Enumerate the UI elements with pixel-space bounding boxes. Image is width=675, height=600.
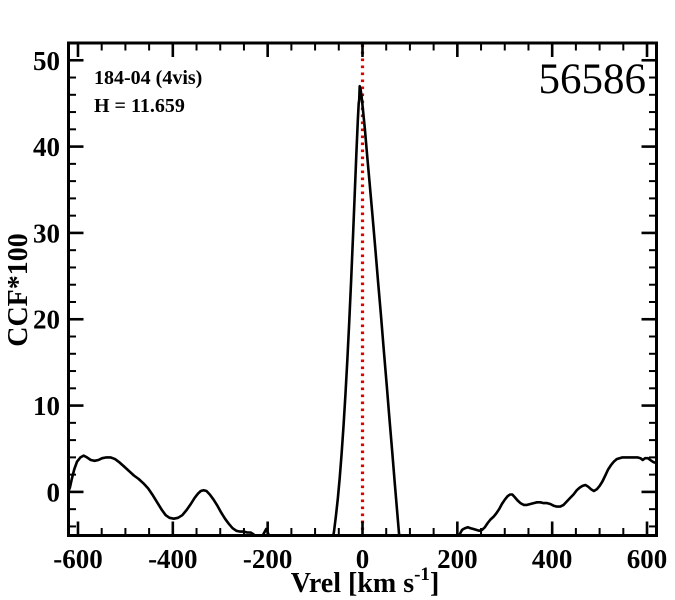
y-tick-label: 0 (47, 477, 61, 507)
x-axis-label: Vrel [km s-1] (291, 564, 440, 599)
ccf-curve (68, 84, 657, 536)
x-tick-label: -200 (243, 544, 293, 574)
y-tick-label: 20 (33, 305, 60, 335)
mjd-annotation: 56586 (539, 56, 647, 103)
x-tick-label: 200 (437, 544, 478, 574)
x-axis-label-superscript: -1 (414, 564, 430, 585)
y-tick-label: 50 (33, 46, 60, 76)
x-tick-label: 0 (356, 544, 370, 574)
y-axis-label: CCF*100 (3, 233, 34, 347)
y-tick-label: 40 (33, 132, 60, 162)
y-tick-labels: 0 10 20 30 40 50 (33, 46, 60, 508)
x-tick-label: -600 (53, 544, 103, 574)
x-axis-label-text: Vrel [km s (291, 568, 414, 599)
x-axis-label-bracket: ] (430, 568, 439, 599)
target-id-annotation: 184-04 (4vis) (94, 67, 202, 89)
plot-frame (67, 41, 658, 537)
y-tick-label: 30 (33, 218, 60, 248)
y-tick-label: 10 (33, 391, 60, 421)
h-magnitude-annotation: H = 11.659 (94, 95, 185, 117)
x-tick-labels: -600 -400 -200 0 200 400 600 (53, 544, 667, 574)
x-tick-label: -400 (148, 544, 198, 574)
x-tick-label: 600 (627, 544, 668, 574)
x-tick-label: 400 (532, 544, 573, 574)
